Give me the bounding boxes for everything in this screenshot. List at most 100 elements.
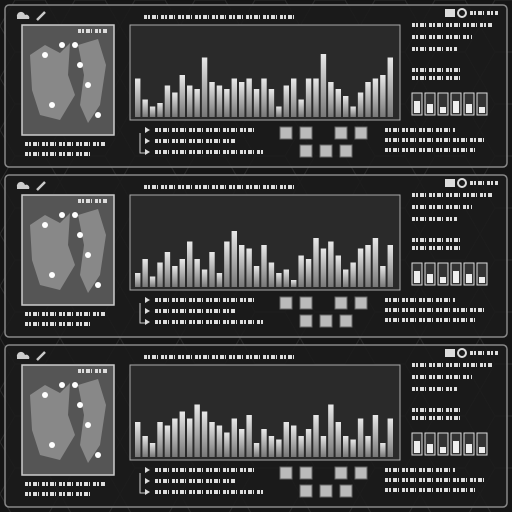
map-pin xyxy=(59,212,65,218)
action-button[interactable] xyxy=(339,144,353,158)
bar xyxy=(194,259,200,287)
action-button[interactable] xyxy=(299,484,313,498)
bar xyxy=(231,231,237,287)
bar xyxy=(335,89,341,117)
bar xyxy=(320,248,327,287)
map-pin xyxy=(49,272,55,278)
action-button[interactable] xyxy=(279,126,293,140)
bar xyxy=(365,82,371,117)
bar xyxy=(209,82,215,117)
bar xyxy=(239,82,245,117)
action-button[interactable] xyxy=(299,314,313,328)
action-button[interactable] xyxy=(334,296,348,310)
toggle[interactable] xyxy=(437,262,449,286)
toggle-fill xyxy=(479,107,485,113)
bar xyxy=(291,280,297,287)
action-button[interactable] xyxy=(339,484,353,498)
map-pin xyxy=(72,382,78,388)
bar xyxy=(298,436,304,457)
bar xyxy=(313,78,319,117)
bar xyxy=(343,96,349,117)
map-pin xyxy=(59,382,65,388)
cloud-icon xyxy=(16,11,30,19)
toggle[interactable] xyxy=(476,432,488,456)
cloud-icon xyxy=(16,351,30,359)
action-button[interactable] xyxy=(339,314,353,328)
bar xyxy=(179,259,185,287)
map-land xyxy=(78,39,106,123)
bar xyxy=(179,75,185,117)
map-pin xyxy=(42,392,48,398)
bar xyxy=(157,422,163,457)
action-button[interactable] xyxy=(279,466,293,480)
toggle-fill xyxy=(440,277,446,283)
bar xyxy=(246,78,252,117)
action-button[interactable] xyxy=(354,296,368,310)
cloud-icon xyxy=(16,181,30,189)
action-button[interactable] xyxy=(319,144,333,158)
bar xyxy=(135,422,141,457)
bracket xyxy=(139,473,146,494)
action-button[interactable] xyxy=(299,126,313,140)
map-land xyxy=(30,383,75,460)
bar xyxy=(201,57,208,117)
bar xyxy=(216,425,223,457)
toggle[interactable] xyxy=(476,262,488,286)
panel xyxy=(4,174,508,338)
bar xyxy=(372,238,379,287)
bar xyxy=(335,255,341,287)
bar xyxy=(350,439,356,457)
toggle-fill xyxy=(440,447,446,453)
bar xyxy=(283,422,289,457)
bar xyxy=(157,262,163,287)
play-icon xyxy=(145,467,150,473)
action-button[interactable] xyxy=(279,296,293,310)
bar xyxy=(313,415,319,457)
pencil-icon xyxy=(36,181,46,191)
bar xyxy=(261,429,267,457)
bar xyxy=(209,422,215,457)
play-icon xyxy=(145,127,150,133)
panel xyxy=(4,344,508,508)
action-button[interactable] xyxy=(334,466,348,480)
bar xyxy=(365,436,371,457)
bar xyxy=(380,266,386,287)
toggle-fill xyxy=(414,271,420,283)
action-button[interactable] xyxy=(354,466,368,480)
toggle[interactable] xyxy=(476,92,488,116)
action-button[interactable] xyxy=(299,296,313,310)
bar xyxy=(313,238,319,287)
bar xyxy=(216,85,223,117)
play-icon xyxy=(145,138,150,144)
toggle[interactable] xyxy=(437,92,449,116)
action-button[interactable] xyxy=(299,144,313,158)
bar xyxy=(172,92,178,117)
toggle-fill xyxy=(440,107,446,113)
map-pin xyxy=(42,52,48,58)
bar xyxy=(216,273,223,287)
bar xyxy=(328,404,334,457)
map-pin xyxy=(72,42,78,48)
map-pin xyxy=(95,282,101,288)
map-land xyxy=(30,213,75,290)
toggle-fill xyxy=(414,101,420,113)
panel xyxy=(4,4,508,168)
map-pin xyxy=(77,62,83,68)
bar xyxy=(179,411,185,457)
action-button[interactable] xyxy=(334,126,348,140)
bar xyxy=(246,248,252,287)
bar xyxy=(305,259,312,287)
map-pin xyxy=(42,222,48,228)
bar xyxy=(164,252,171,287)
toggle[interactable] xyxy=(437,432,449,456)
bar xyxy=(157,103,163,117)
bar xyxy=(268,89,275,117)
bar xyxy=(276,439,282,457)
bar xyxy=(149,443,156,457)
bar xyxy=(350,262,356,287)
action-button[interactable] xyxy=(319,314,333,328)
action-button[interactable] xyxy=(319,484,333,498)
action-button[interactable] xyxy=(354,126,368,140)
map-land xyxy=(30,43,75,120)
action-button[interactable] xyxy=(299,466,313,480)
